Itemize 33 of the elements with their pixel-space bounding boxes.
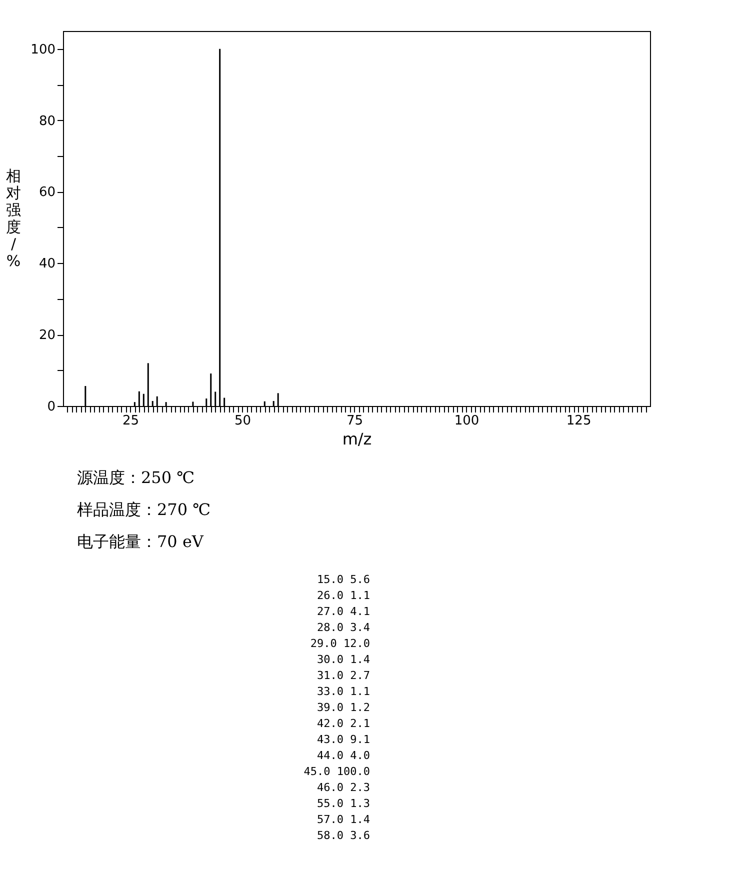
category-label: 28.0 3.4 xyxy=(317,621,370,634)
y-tick-label: 60 xyxy=(38,185,56,200)
category-label: 33.0 1.1 xyxy=(317,685,370,698)
category-label: 26.0 1.1 xyxy=(317,589,370,602)
category-label: 43.0 9.1 xyxy=(317,733,370,746)
text: 源温度：250 ℃ xyxy=(77,468,195,487)
y-tick-label: 40 xyxy=(38,256,56,272)
y-tick-label: 20 xyxy=(38,328,56,344)
category-label: 15.0 5.6 xyxy=(317,573,370,586)
text: 电子能量：70 eV xyxy=(77,532,204,551)
y-tick-label: 0 xyxy=(47,400,56,414)
x-tick-label: 125 xyxy=(566,414,592,428)
category-label: 27.0 4.1 xyxy=(317,605,370,618)
y-tick-label: 100 xyxy=(30,42,56,58)
text: 样品温度：270 ℃ xyxy=(77,500,211,519)
x-tick-label: 25 xyxy=(122,414,139,428)
category-label: 44.0 4.0 xyxy=(317,749,370,762)
category-label: 57.0 1.4 xyxy=(317,813,370,826)
category-label: 29.0 12.0 xyxy=(310,637,370,650)
x-tick-label: 100 xyxy=(454,414,480,428)
y-axis-title: 相对强度/% xyxy=(6,167,21,270)
category-label: 30.0 1.4 xyxy=(317,653,370,666)
category-label: 58.0 3.6 xyxy=(317,829,370,842)
category-label: 31.0 2.7 xyxy=(317,669,370,682)
x-tick-label: 75 xyxy=(346,414,364,428)
category-label: 55.0 1.3 xyxy=(317,797,370,810)
category-label: 46.0 2.3 xyxy=(317,781,370,794)
category-label: 45.0 100.0 xyxy=(304,765,370,778)
x-axis-title: m/z xyxy=(342,430,372,448)
category-label: 42.0 2.1 xyxy=(317,717,370,730)
x-tick-label: 50 xyxy=(234,414,252,428)
y-tick-label: 80 xyxy=(38,114,56,129)
category-label: 39.0 1.2 xyxy=(317,701,370,714)
